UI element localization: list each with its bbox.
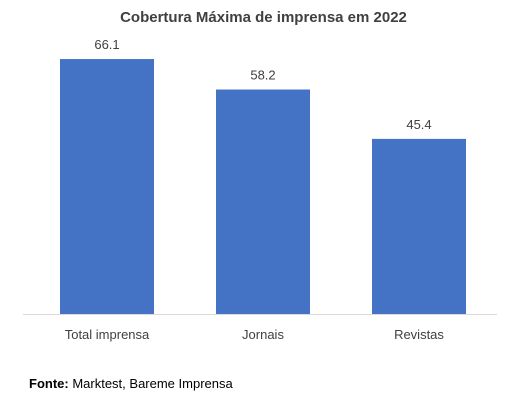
bar-1 [216,89,310,314]
category-label-1: Jornais [242,327,284,342]
data-label-1: 58.2 [250,68,275,83]
source-label: Fonte: [29,376,69,391]
category-label-2: Revistas [394,327,444,342]
bars-layer [60,59,466,314]
source-note: Fonte: Marktest, Bareme Imprensa [29,376,233,391]
bar-2 [372,138,466,314]
labels-layer: 66.1 Total imprensa 58.2 Jornais 45.4 Revista… [65,37,445,342]
bar-0 [60,59,154,314]
data-label-2: 45.4 [406,117,431,132]
bar-chart: 66.1 Total imprensa 58.2 Jornais 45.4 Revista… [23,37,497,342]
category-label-0: Total imprensa [65,327,150,342]
source-text: Marktest, Bareme Imprensa [68,376,233,391]
chart-title: Cobertura Máxima de imprensa em 2022 [120,9,407,26]
data-label-0: 66.1 [94,37,119,52]
